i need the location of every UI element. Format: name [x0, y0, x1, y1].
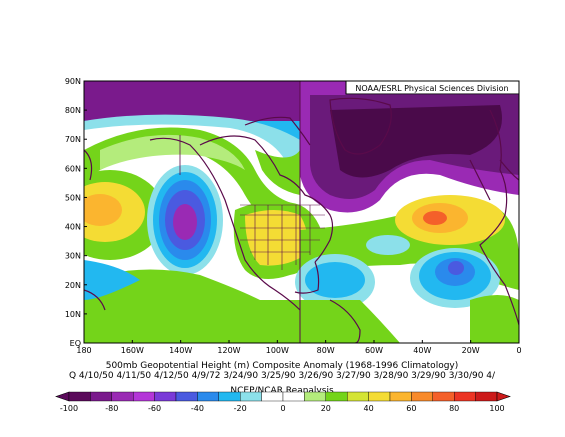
colorbar-segment	[454, 391, 476, 402]
data-source: NCEP/NCAR Reanalysis	[230, 386, 334, 396]
colorbar-segment	[261, 391, 284, 402]
colorbar-segment	[111, 391, 134, 402]
longitude-label: 60W	[365, 346, 383, 355]
colorbar-tick-label: 80	[449, 404, 459, 413]
colorbar-segment	[132, 391, 155, 402]
colorbar-segment	[175, 391, 198, 402]
colorbar-tick-label: -40	[191, 404, 204, 413]
longitude-label: 100W	[266, 346, 289, 355]
colorbar-segment	[154, 391, 177, 402]
map-frame	[83, 80, 520, 344]
colorbar-tick-label: -80	[105, 404, 118, 413]
tropical-negative-west	[84, 260, 140, 300]
polar-negative-core-west	[84, 81, 300, 140]
longitude-label: 160W	[121, 346, 144, 355]
colorbar-min-arrow	[55, 391, 70, 402]
longitude-labels: 180 160W 140W 120W 100W 80W 60W 40W 20W 0	[76, 340, 522, 355]
colorbar	[55, 391, 511, 402]
east-tropical-positive	[470, 295, 519, 343]
credit-box	[345, 80, 520, 95]
pna-positive-arc-light	[100, 134, 245, 170]
composite-dates: Q 4/10/50 4/11/50 4/12/50 4/9/72 3/24/90…	[69, 371, 496, 381]
latitude-label: 60N	[65, 164, 81, 173]
anomaly-field	[84, 81, 519, 343]
west-pacific-positive-60	[84, 194, 122, 226]
pacific-negative-100	[173, 204, 197, 240]
longitude-label: 40W	[413, 346, 431, 355]
colorbar-segment	[475, 391, 498, 402]
colorbar-segment	[197, 391, 219, 402]
colorbar-tick-label: 0	[280, 404, 285, 413]
colorbar-tick-label: -100	[60, 404, 78, 413]
colorbar-segment	[389, 391, 412, 402]
colorbar-tick-label: 40	[364, 404, 374, 413]
atlantic-negative-core	[330, 105, 502, 178]
tropical-positive-band	[84, 269, 300, 343]
colorbar-tick-label: 60	[406, 404, 416, 413]
latitude-label: EQ	[70, 339, 81, 348]
colorbar-max-arrow	[496, 391, 511, 402]
longitude-label: 0	[516, 346, 521, 355]
tropical-positive-central	[300, 300, 400, 343]
state-borders	[240, 204, 325, 270]
credit-text: NOAA/ESRL Physical Sciences Division	[355, 84, 508, 93]
longitude-label: 180	[76, 346, 91, 355]
colorbar-segment	[411, 391, 433, 402]
colorbar-tick-labels: -100 -80 -60 -40 -20 0 20 40 60 80 100	[60, 404, 505, 413]
colorbar-segment	[282, 391, 305, 402]
latitude-label: 80N	[65, 106, 81, 115]
longitude-label: 120W	[217, 346, 240, 355]
latitude-label: 50N	[65, 193, 81, 202]
colorbar-segment	[239, 391, 262, 402]
latitude-label: 10N	[65, 310, 81, 319]
latitude-label: 40N	[65, 223, 81, 232]
caribbean-negative-40	[305, 262, 365, 298]
us-positive-40	[245, 210, 308, 266]
colorbar-tick-label: -60	[148, 404, 161, 413]
colorbar-segment	[368, 391, 391, 402]
latitude-label: 20N	[65, 281, 81, 290]
polar-rim-light	[84, 114, 300, 160]
latitude-label: 30N	[65, 252, 81, 261]
latitude-label: 70N	[65, 135, 81, 144]
colorbar-segment	[432, 391, 455, 402]
atlantic-negative-small	[366, 235, 410, 255]
colorbar-tick-label: 100	[489, 404, 504, 413]
hudson-positive	[255, 150, 300, 195]
colorbar-segment	[218, 391, 241, 402]
latitude-label: 90N	[65, 77, 81, 86]
longitude-label: 140W	[169, 346, 192, 355]
colorbar-segment	[347, 391, 369, 402]
figure-title: 500mb Geopotential Height (m) Composite …	[106, 361, 459, 371]
coastlines	[84, 97, 519, 343]
colorbar-tick-label: -20	[234, 404, 247, 413]
colorbar-tick-label: 20	[321, 404, 331, 413]
colorbar-segment	[90, 391, 113, 402]
colorbar-segment	[304, 391, 326, 402]
longitude-label: 80W	[317, 346, 335, 355]
longitude-label: 20W	[462, 346, 480, 355]
colorbar-segment	[325, 391, 348, 402]
colorbar-segment	[68, 391, 91, 402]
atlantic-positive-80	[423, 211, 447, 225]
subtropical-negative-80	[448, 261, 464, 275]
latitude-labels: 90N 80N 70N 60N 50N 40N 30N 20N 10N EQ	[65, 77, 87, 348]
